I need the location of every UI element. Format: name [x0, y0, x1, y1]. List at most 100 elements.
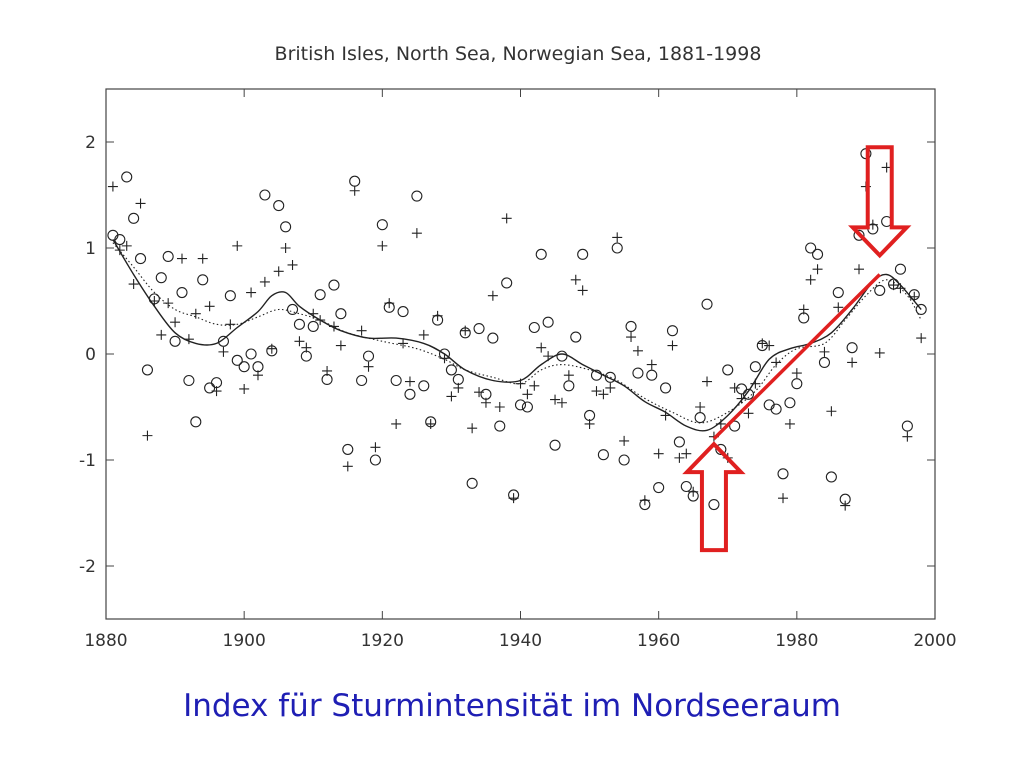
- data-point-plus: [142, 430, 153, 441]
- data-point-plus: [771, 357, 782, 368]
- data-point-circle: [445, 364, 457, 376]
- data-point-plus: [688, 486, 699, 497]
- data-point-plus: [888, 280, 899, 291]
- data-point-plus: [494, 402, 505, 412]
- data-point-circle: [390, 374, 402, 387]
- data-point-circle: [535, 248, 547, 260]
- data-point-circle: [197, 274, 209, 286]
- data-point-circle: [784, 397, 796, 409]
- data-point-circle: [397, 306, 409, 318]
- x-tick-label: 1960: [637, 631, 680, 651]
- data-point-plus: [715, 418, 726, 429]
- data-point-circle: [825, 471, 837, 483]
- data-point-circle: [915, 303, 927, 316]
- data-point-circle: [273, 200, 285, 212]
- data-point-plus: [170, 317, 181, 328]
- data-point-circle: [832, 286, 844, 299]
- data-point-circle: [556, 350, 568, 362]
- data-point-plus: [536, 342, 547, 353]
- smoothed-line-solid: [112, 239, 922, 432]
- x-tick-label: 1940: [499, 631, 542, 651]
- data-point-plus: [626, 332, 637, 343]
- data-point-plus: [439, 353, 450, 364]
- data-point-plus: [702, 376, 713, 387]
- data-point-plus: [121, 240, 132, 251]
- data-point-circle: [770, 403, 782, 415]
- data-point-plus: [791, 368, 802, 379]
- data-point-plus: [176, 253, 187, 264]
- data-point-circle: [335, 308, 347, 320]
- data-point-plus: [114, 245, 125, 256]
- data-point-circle: [466, 477, 478, 489]
- data-point-plus: [107, 181, 118, 192]
- data-point-plus: [556, 397, 567, 408]
- x-tick-label: 1980: [775, 631, 818, 651]
- data-point-plus: [446, 391, 457, 402]
- y-tick-label: -2: [79, 557, 96, 577]
- arrow-up-icon: [682, 441, 746, 553]
- data-point-plus: [322, 365, 333, 376]
- data-point-circle: [349, 175, 361, 187]
- data-point-plus: [480, 397, 491, 408]
- data-point-circle: [812, 248, 824, 260]
- data-point-circle: [328, 279, 340, 291]
- data-point-plus: [308, 308, 319, 319]
- data-point-plus: [529, 380, 540, 391]
- data-point-circle: [356, 374, 368, 387]
- data-point-plus: [833, 302, 844, 313]
- data-point-plus: [315, 315, 326, 326]
- data-point-plus: [695, 402, 706, 412]
- data-point-circle: [190, 416, 202, 428]
- data-point-circle: [280, 221, 292, 233]
- axis-ticks: 1880 1900 1920 1940 1960 1980 2000 2 1 0 -1 -2: [79, 89, 957, 651]
- data-point-circle: [722, 364, 734, 376]
- data-point-circle: [604, 371, 616, 383]
- data-point-circle: [660, 382, 672, 394]
- data-point-plus: [522, 389, 533, 400]
- data-point-circle: [805, 242, 817, 254]
- data-point-plus: [743, 408, 754, 419]
- data-point-circle: [473, 323, 485, 335]
- data-point-circle: [521, 401, 533, 413]
- data-point-circle: [777, 468, 789, 480]
- data-point-plus: [287, 259, 298, 270]
- data-point-plus: [432, 310, 443, 321]
- data-point-plus: [335, 340, 346, 351]
- data-point-circle: [314, 289, 326, 301]
- data-point-circle: [597, 449, 609, 461]
- data-point-plus: [646, 359, 657, 370]
- data-point-circle: [307, 320, 319, 332]
- data-point-circle: [715, 443, 727, 455]
- data-point-plus: [218, 346, 229, 357]
- data-point-plus: [156, 329, 167, 340]
- data-point-circle: [362, 350, 375, 362]
- x-tick-label: 2000: [913, 631, 956, 651]
- data-point-plus: [487, 290, 498, 301]
- data-point-plus: [411, 228, 422, 239]
- data-point-plus: [909, 291, 920, 302]
- data-point-circle: [618, 454, 630, 466]
- data-point-circle: [549, 439, 561, 451]
- data-point-circle: [729, 420, 741, 432]
- data-point-plus: [605, 382, 616, 393]
- data-point-plus: [515, 378, 526, 389]
- data-point-circle: [418, 380, 430, 392]
- data-point-plus: [591, 386, 602, 397]
- data-point-circle: [611, 242, 623, 254]
- data-point-circle: [625, 320, 637, 332]
- data-point-circle: [286, 303, 299, 316]
- data-point-plus: [798, 304, 809, 315]
- x-tick-label: 1900: [223, 631, 266, 651]
- data-point-plus: [660, 410, 671, 421]
- data-point-plus: [384, 298, 395, 309]
- caption: Index für Sturmintensität im Nordseeraum: [183, 688, 841, 724]
- data-point-circle: [701, 298, 713, 310]
- data-point-plus: [674, 452, 685, 463]
- data-point-circle: [749, 361, 761, 373]
- data-point-plus: [757, 338, 768, 349]
- data-point-plus: [467, 423, 478, 434]
- data-point-circle: [563, 380, 575, 392]
- data-point-plus: [598, 389, 609, 400]
- data-point-plus: [211, 386, 222, 397]
- data-point-plus: [149, 296, 160, 306]
